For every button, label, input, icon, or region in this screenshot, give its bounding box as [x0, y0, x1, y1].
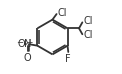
Text: −: − — [16, 38, 23, 47]
Text: F: F — [66, 54, 71, 64]
Text: Cl: Cl — [83, 16, 93, 26]
Text: N: N — [24, 39, 31, 49]
Text: O: O — [24, 53, 32, 63]
Text: O: O — [18, 39, 25, 49]
Text: +: + — [26, 38, 33, 47]
Text: Cl: Cl — [58, 8, 67, 18]
Text: Cl: Cl — [83, 30, 93, 40]
